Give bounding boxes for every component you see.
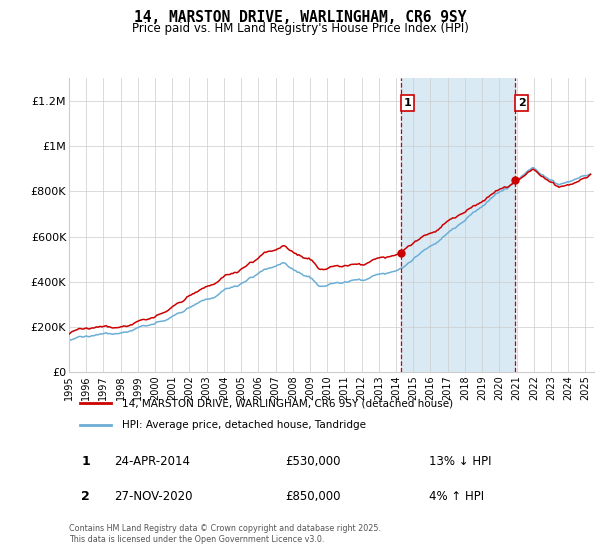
- Text: 13% ↓ HPI: 13% ↓ HPI: [429, 455, 491, 468]
- Text: 24-APR-2014: 24-APR-2014: [114, 455, 190, 468]
- Text: 4% ↑ HPI: 4% ↑ HPI: [429, 490, 484, 503]
- Text: £850,000: £850,000: [285, 490, 341, 503]
- Text: 1: 1: [404, 98, 412, 108]
- Bar: [401, 78, 515, 372]
- Text: 14, MARSTON DRIVE, WARLINGHAM, CR6 9SY (detached house): 14, MARSTON DRIVE, WARLINGHAM, CR6 9SY (…: [121, 398, 452, 408]
- Text: 2: 2: [518, 98, 526, 108]
- Text: 2: 2: [81, 490, 90, 503]
- Text: 1: 1: [81, 455, 90, 468]
- Text: £530,000: £530,000: [285, 455, 341, 468]
- Text: HPI: Average price, detached house, Tandridge: HPI: Average price, detached house, Tand…: [121, 421, 365, 431]
- Text: 27-NOV-2020: 27-NOV-2020: [114, 490, 193, 503]
- Text: Contains HM Land Registry data © Crown copyright and database right 2025.
This d: Contains HM Land Registry data © Crown c…: [69, 524, 381, 544]
- Text: Price paid vs. HM Land Registry's House Price Index (HPI): Price paid vs. HM Land Registry's House …: [131, 22, 469, 35]
- Text: 14, MARSTON DRIVE, WARLINGHAM, CR6 9SY: 14, MARSTON DRIVE, WARLINGHAM, CR6 9SY: [134, 10, 466, 25]
